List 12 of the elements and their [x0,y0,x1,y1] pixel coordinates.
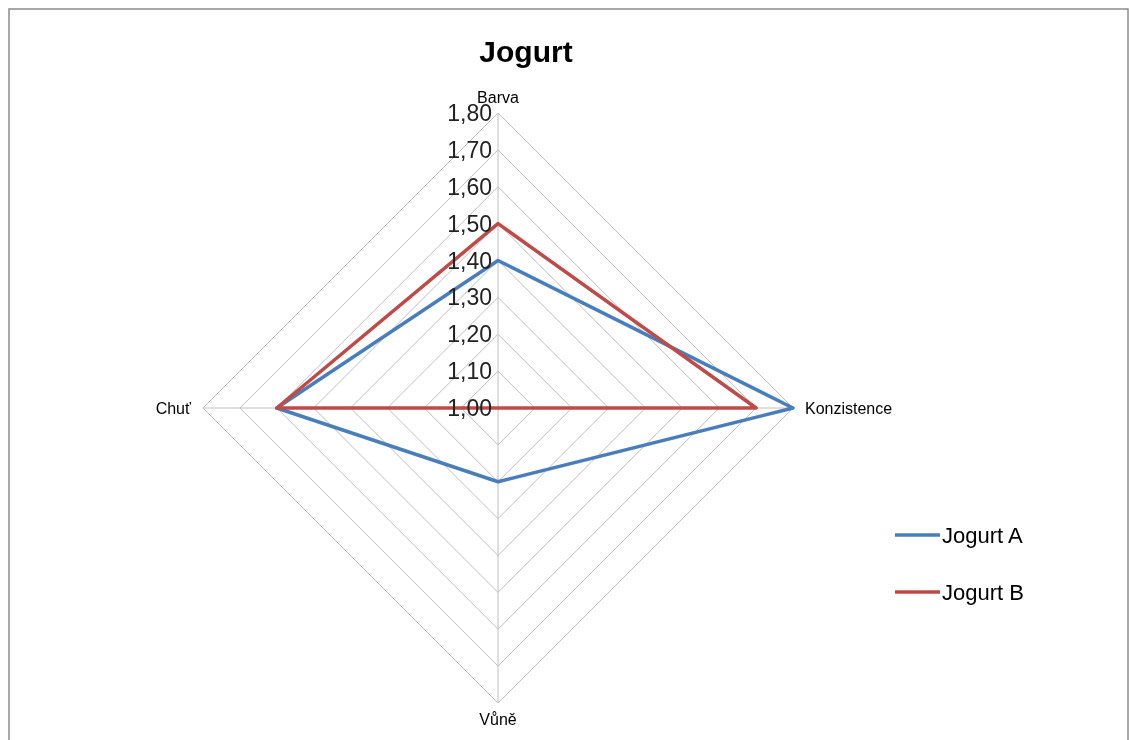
spoke-label: Chuť [155,399,192,417]
legend-label: Jogurt B [942,579,1024,605]
y-tick-label: 1,20 [447,321,492,348]
y-tick-label: 1,30 [447,284,492,311]
legend-label: Jogurt A [942,522,1024,548]
chart-title: Jogurt [479,35,573,68]
spoke-label: Vůně [479,710,517,728]
y-tick-label: 1,50 [447,210,492,237]
spoke-label: Konzistence [805,399,893,417]
y-tick-label: 1,60 [447,173,492,200]
y-tick-label: 1,70 [447,136,492,163]
y-tick-label: 1,10 [447,358,492,385]
